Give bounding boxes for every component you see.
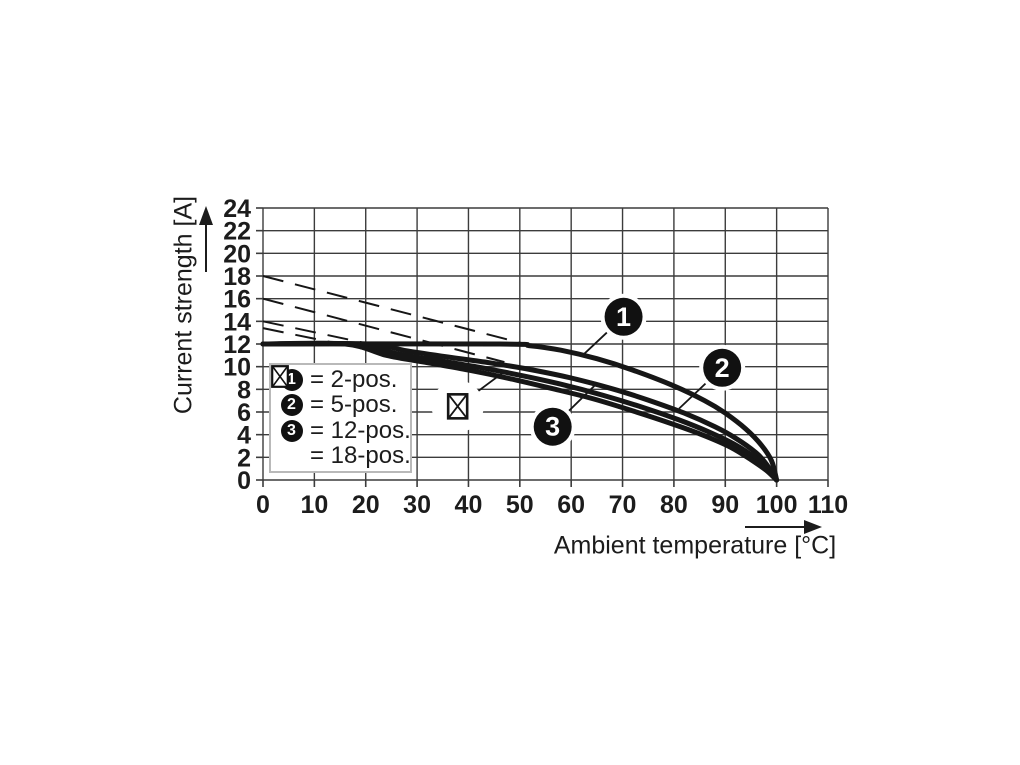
callout-circle-3	[533, 407, 572, 446]
legend-item-18-pos: = 18-pos.	[271, 365, 411, 470]
y-tick-label: 4	[237, 422, 251, 450]
x-axis-arrow-icon	[804, 520, 822, 534]
x-tick-label: 50	[506, 491, 534, 519]
x-tick-label: 20	[352, 491, 380, 519]
y-tick-label: 8	[237, 376, 251, 404]
y-tick-label: 22	[223, 218, 251, 246]
curve-12-pos	[260, 340, 780, 483]
legend-symbol-3-icon: 3	[280, 419, 303, 442]
y-tick-label: 2	[237, 444, 251, 472]
legend-label: = 12-pos.	[310, 416, 411, 444]
y-tick-label: 0	[237, 467, 251, 495]
x-tick-label: 80	[660, 491, 688, 519]
y-tick-label: 20	[223, 240, 251, 268]
curve-2-pos	[260, 341, 780, 483]
y-tick-label: 10	[223, 354, 251, 382]
legend-symbol-2-icon: 2	[280, 394, 303, 417]
callout-number-3: 3	[545, 412, 560, 442]
y-axis-title: Current strength [A]	[169, 195, 198, 415]
y-tick-label: 24	[223, 195, 251, 223]
x-tick-label: 40	[455, 491, 483, 519]
y-tick-label: 16	[223, 286, 251, 314]
legend-item-12-pos: 3 = 12-pos.	[280, 416, 411, 444]
x-tick-label: 0	[256, 491, 270, 519]
x-tick-label: 30	[403, 491, 431, 519]
legend-item-5-pos: 2 = 5-pos.	[280, 393, 410, 417]
y-tick-label: 14	[223, 308, 251, 336]
x-tick-label: 100	[756, 491, 798, 519]
chart-marker-crossed-box-diag	[448, 394, 467, 418]
callout-circle-2	[703, 348, 742, 387]
y-tick-label: 12	[223, 331, 251, 359]
legend: 1 = 2-pos. 2 = 5-pos. 3 = 12-pos.	[269, 363, 412, 473]
x-tick-label: 60	[557, 491, 585, 519]
x-tick-label: 110	[808, 491, 848, 519]
y-axis-arrow-icon	[199, 206, 213, 225]
callout-circle-1	[604, 297, 643, 336]
callout-number-2: 2	[715, 353, 730, 383]
curve-5-pos	[260, 341, 780, 483]
legend-label: = 18-pos.	[310, 442, 411, 470]
x-tick-label: 70	[609, 491, 637, 519]
y-tick-label: 18	[223, 263, 251, 291]
y-tick-label: 6	[237, 399, 251, 427]
x-tick-label: 10	[300, 491, 328, 519]
curve-18-pos	[260, 340, 780, 483]
legend-label: = 5-pos.	[310, 391, 398, 419]
dashed-derating-line-2-pos	[262, 275, 526, 345]
x-axis-title: Ambient temperature [°C]	[553, 531, 837, 560]
legend-item-2-pos: 1 = 2-pos.	[280, 365, 410, 393]
crossed-box-icon	[271, 365, 289, 388]
x-tick-label: 90	[711, 491, 739, 519]
callout-number-1: 1	[616, 302, 631, 332]
dashed-derating-line-5-pos	[262, 297, 505, 364]
legend-label: = 2-pos.	[310, 365, 398, 393]
